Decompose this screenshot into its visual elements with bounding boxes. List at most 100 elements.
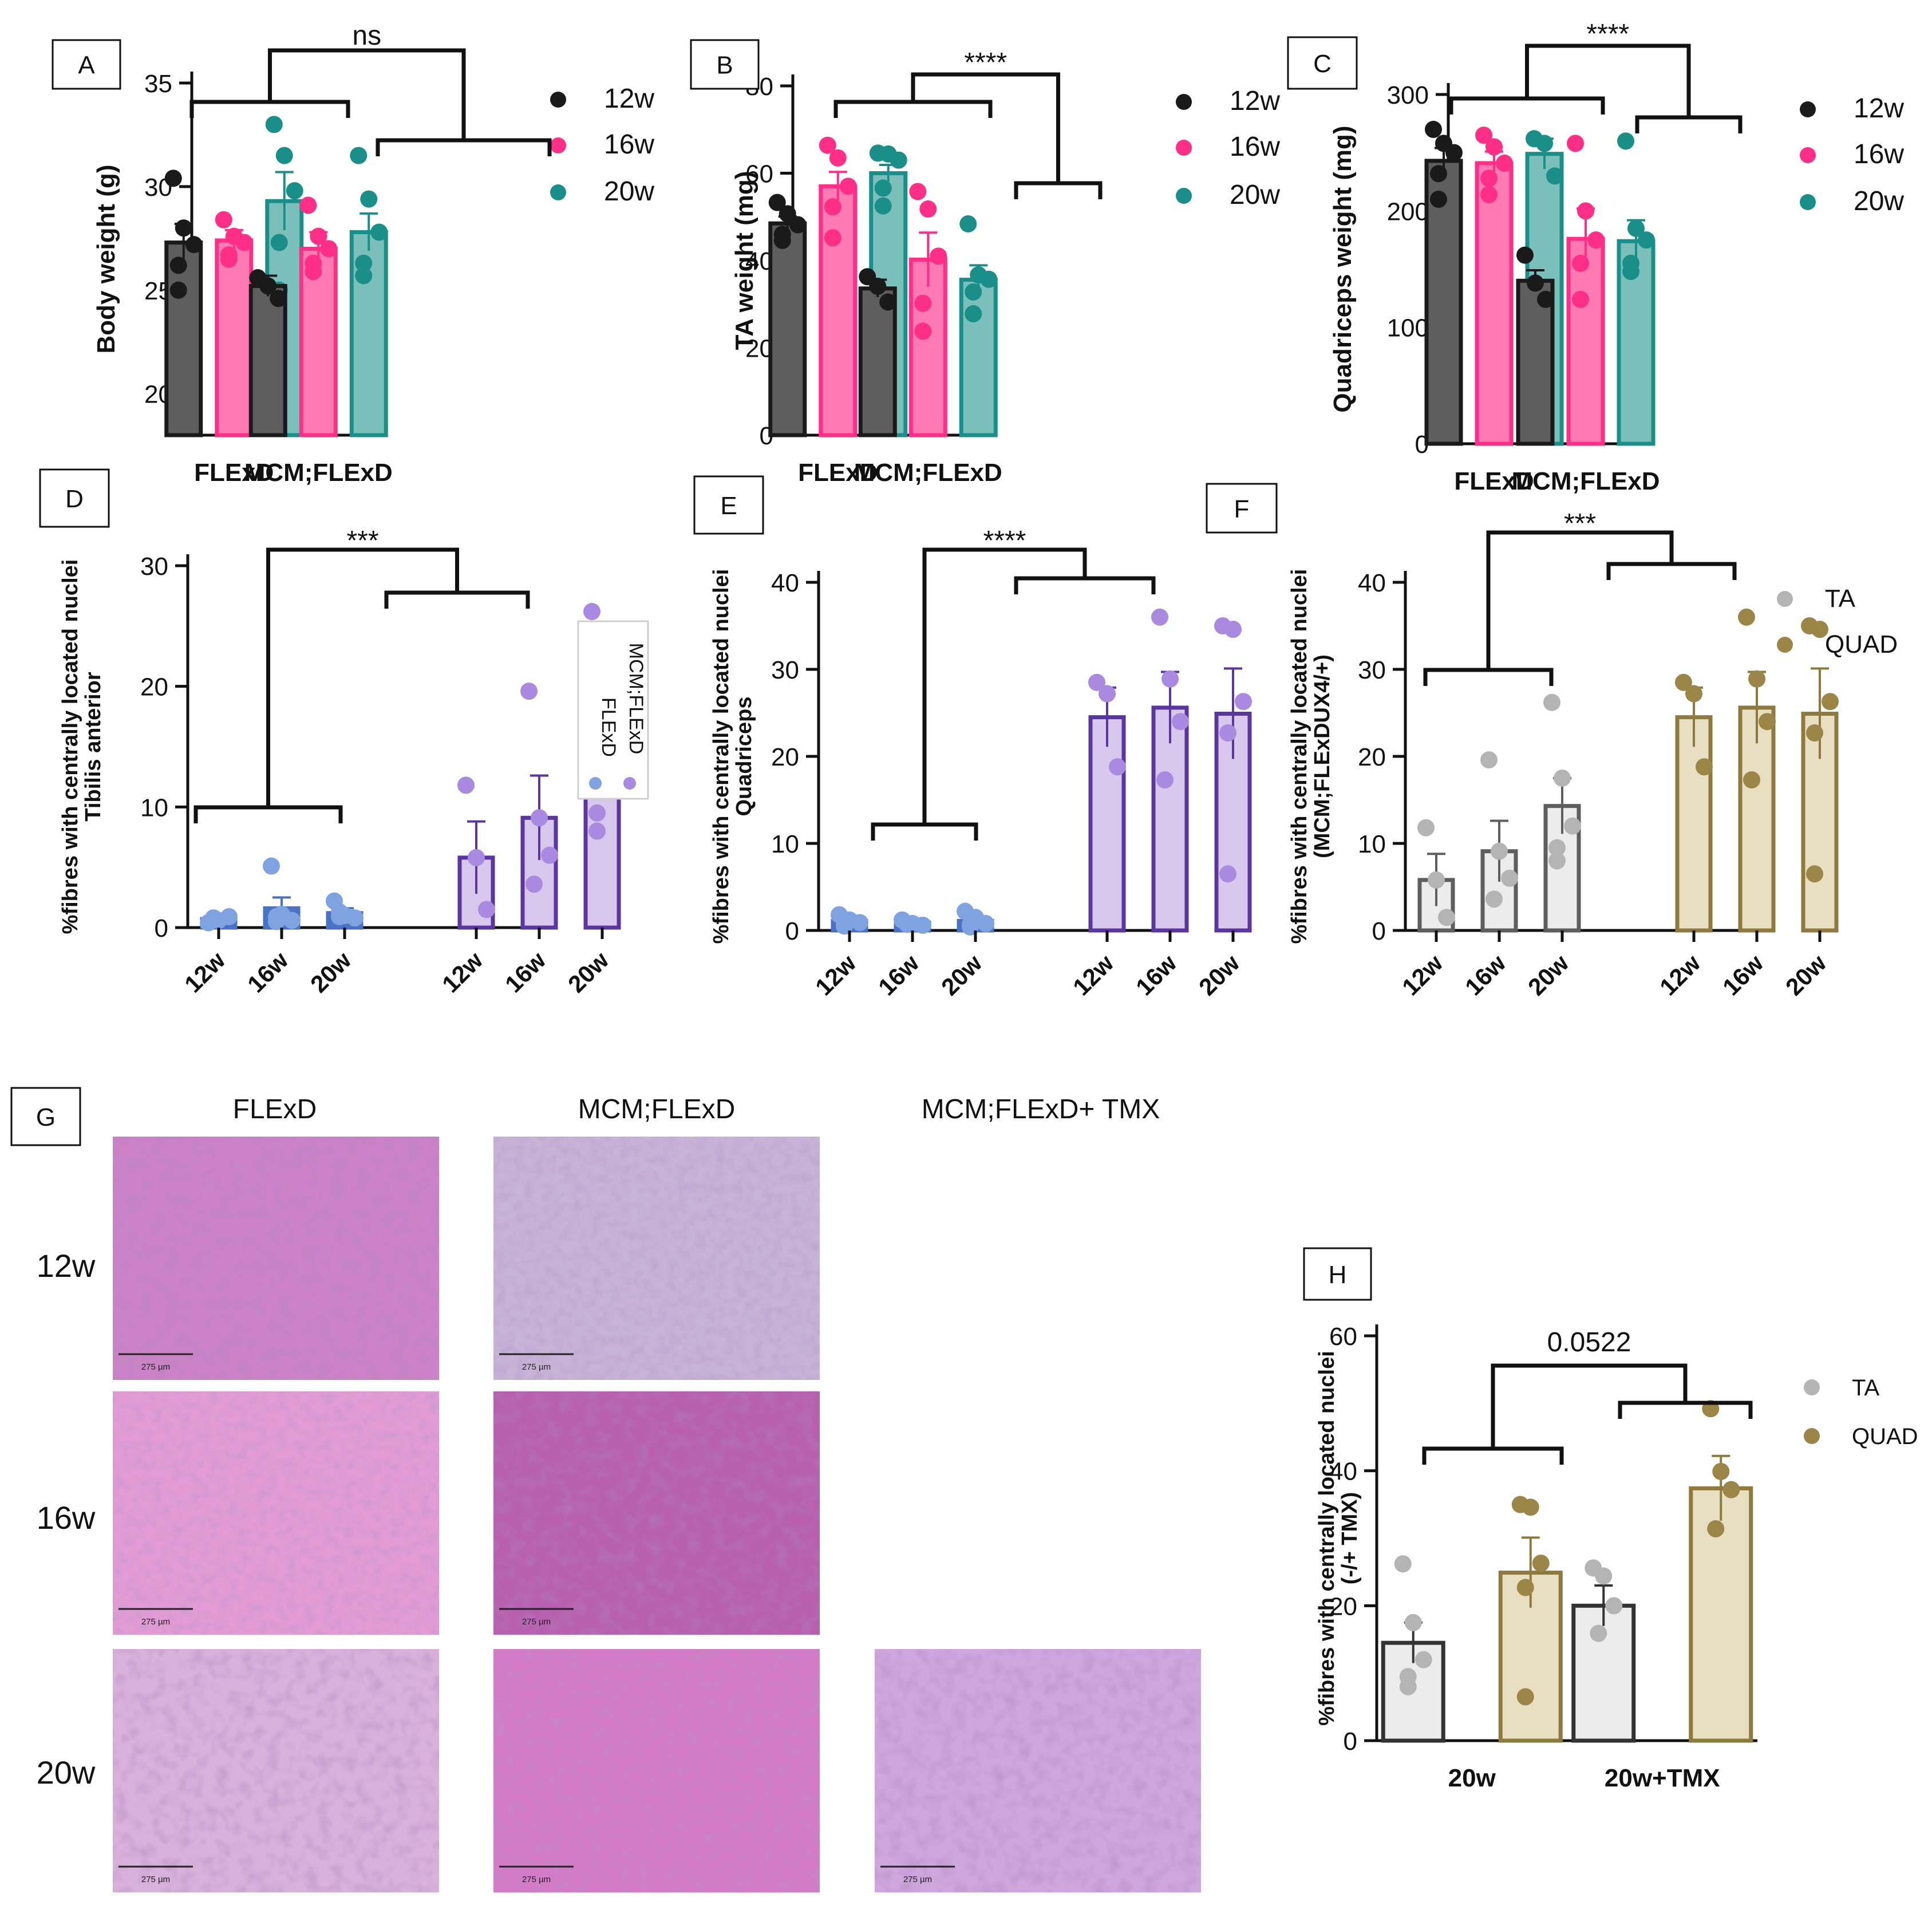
series-20w-data-point [275,147,293,164]
series-16w-data-point [299,196,317,214]
y-tick-label: 40 [1358,569,1386,597]
series-16w-data-point [1572,290,1589,308]
y-axis-label-secondary: (MCM;FLExDUX4/+) [1310,654,1334,858]
x-tick-label: 12w [179,946,231,998]
y-tick-label: 10 [140,794,168,822]
bracket-left [1423,668,1554,686]
series-TA-data-point [1394,1555,1412,1573]
y-axis-label-secondary: Tibilis anterior [81,672,105,821]
category-20w-data-point [1548,852,1566,870]
series-20w-data-point [265,116,283,133]
series-16w-data-point [839,178,857,195]
x-group-label: MCM;FLExD [244,459,393,487]
x-tick-label: 20w [936,949,987,1001]
legend-F: TA QUAD [1777,585,1898,658]
category-12w-data-point [1428,871,1445,889]
series-16w-data-point [824,229,841,247]
y-tick-label: 60 [745,160,773,188]
category-12w-bar [1088,715,1126,933]
x-tick-label: 20w [1194,949,1245,1001]
category-16w-data-point [1156,771,1174,789]
micrograph-texture [493,1137,820,1380]
y-tick-label: 40 [1329,1458,1357,1486]
bracket-top [266,547,459,807]
micrograph-image: 275 µm [113,1391,439,1635]
legend-D: FLExD MCM;FLExD [577,620,649,800]
panel-label: C [1313,50,1332,78]
series-16w-data-point [1577,202,1594,220]
legend-marker [550,92,566,108]
y-tick-label: 10 [771,830,799,858]
series-12w-data-point [869,277,887,295]
series-TA-data-point [1399,1678,1417,1695]
x-tick-label: 20w [1780,949,1832,1001]
series-12w-data-point [768,194,786,211]
micrograph-texture [113,1649,439,1892]
x-group-label: 20w+TMX [1605,1764,1720,1792]
series-12w-data-point [259,277,277,295]
series-QUAD-data-point [1516,1579,1534,1596]
micrograph-image: 275 µm [113,1649,439,1892]
scale-bar-label: 275 µm [903,1875,932,1884]
series-16w-data-point [1496,154,1513,172]
legend-marker [1804,1428,1820,1444]
legend-label: 12w [1230,86,1280,116]
series-16w-data-point [1480,186,1498,203]
series-12w-data-point [270,290,287,307]
x-group-label: MCM;FLExD [854,459,1002,487]
category-16w-data-point [1738,608,1755,626]
y-tick-label: 0 [785,917,799,945]
series-16w-data-point [909,183,927,200]
series-QUAD-data-point [1516,1688,1534,1706]
micrograph-column-label: MCM;FLExD+ TMX [922,1094,1160,1125]
category-12w-data-point [1685,685,1702,703]
legend-label: 16w [1854,139,1904,169]
category-20w-data-point [1219,724,1236,741]
series-16w-bar [1475,161,1514,446]
scale-bar-label: 275 µm [141,1362,170,1372]
series-12w-data-point [1445,144,1463,161]
series-20w-data-point [959,215,977,232]
panel-F: 0 10 20 30 40 F %fibres with centrally located… [1206,483,1898,1001]
series-16w-bar [908,257,947,437]
y-axis-label: %fibres with centrally located nuclei [58,559,82,934]
scale-bar-label: 275 µm [141,1617,170,1627]
significance-label: **** [983,526,1026,556]
series-20w-data-point [355,254,373,272]
x-tick-label: 16w [1131,949,1182,1001]
legend-marker [623,777,636,790]
category-12w-data-point [836,917,853,935]
x-tick-label: 16w [242,946,294,998]
series-16w-data-point [914,322,932,340]
micrograph-row-label: 20w [37,1754,96,1790]
series-TA-data-point [1415,1651,1432,1669]
panel-label-box [690,39,760,90]
x-tick-label: 12w [1654,949,1706,1001]
series-TA-data-point [1404,1614,1422,1631]
category-12w-data-point [468,849,485,866]
series-20w-data-point [355,267,373,285]
panel-label-box [693,475,764,535]
series-16w-data-point [320,240,338,258]
micrograph-texture [875,1649,1201,1892]
y-axis-label: TA weight (mg) [730,171,758,350]
category-16w-data-point [520,683,538,700]
series-20w-data-point [1546,167,1563,185]
series-12w-data-point [773,231,791,249]
micrograph-column-label: MCM;FLExD [578,1094,736,1125]
category-16w-data-point [531,809,548,827]
legend-label: FLExD [598,697,619,757]
x-tick-label: 16w [873,949,924,1001]
series-20w-data-point [890,151,907,169]
legend-label: QUAD [1852,1424,1918,1449]
series-12w-data-point [169,257,187,274]
category-16w-data-point [526,875,543,893]
legend-box [577,620,649,800]
series-TA-data-point [1590,1624,1607,1642]
series-QUAD-data-point [1722,1481,1740,1498]
category-16w-data-point [1743,771,1760,789]
y-tick-label: 20 [771,743,799,771]
significance-label: ns [352,21,381,51]
legend-marker [1176,188,1192,204]
